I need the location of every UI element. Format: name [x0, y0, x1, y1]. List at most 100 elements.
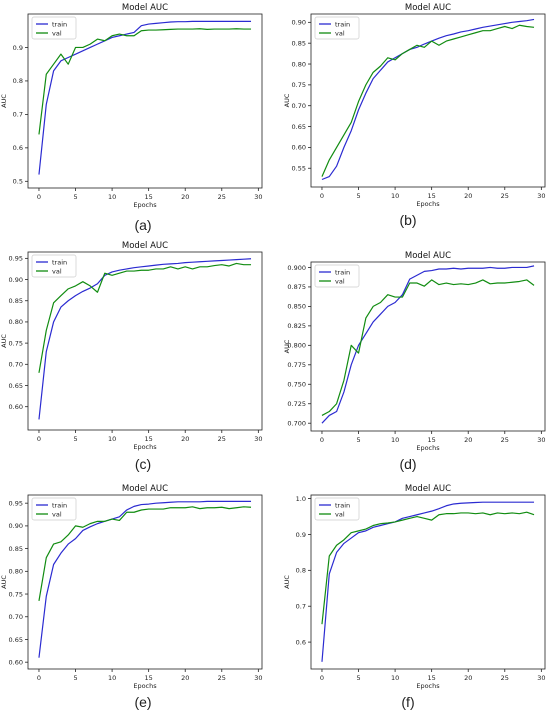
legend-label-val-d: val — [335, 277, 345, 285]
x-tick-label-f-5: 25 — [501, 674, 509, 682]
train-line-d — [321, 265, 535, 424]
x-tick-label-e-2: 10 — [108, 674, 116, 682]
x-tick-label-a-2: 10 — [108, 193, 116, 201]
y-tick-label-b-7: 0.90 — [292, 19, 306, 27]
x-tick-label-b-1: 5 — [356, 192, 360, 200]
y-tick-label-e-1: 0.65 — [9, 636, 23, 644]
x-tick-label-d-0: 0 — [320, 436, 324, 444]
y-tick-label-f-1: 0.7 — [296, 603, 306, 611]
x-tick-label-d-3: 15 — [428, 436, 436, 444]
x-axis-label-c: Epochs — [133, 443, 157, 451]
y-tick-label-b-1: 0.60 — [292, 144, 306, 152]
x-tick-label-c-3: 15 — [145, 435, 153, 443]
val-line-c — [38, 262, 252, 373]
y-tick-label-c-6: 0.90 — [9, 276, 23, 284]
x-tick-label-a-4: 20 — [181, 193, 189, 201]
x-tick-label-e-6: 30 — [254, 674, 262, 682]
caption-c: (c) — [134, 456, 152, 472]
y-axis-label-a: AUC — [0, 94, 8, 108]
y-axis-label-e: AUC — [0, 575, 8, 589]
x-tick-label-e-5: 25 — [218, 674, 226, 682]
x-tick-label-a-1: 5 — [73, 193, 77, 201]
y-tick-label-f-3: 0.9 — [296, 531, 306, 539]
chart-title-f: Model AUC — [405, 484, 451, 494]
x-axis-label-e: Epochs — [133, 682, 157, 690]
y-tick-label-d-2: 0.750 — [287, 381, 306, 389]
y-tick-label-e-4: 0.80 — [9, 568, 23, 576]
x-tick-label-c-4: 20 — [181, 435, 189, 443]
x-axis-label-a: Epochs — [133, 201, 157, 209]
legend-label-val-f: val — [335, 510, 345, 518]
x-tick-label-f-6: 30 — [537, 674, 545, 682]
x-tick-label-d-6: 30 — [537, 436, 545, 444]
x-tick-label-e-4: 20 — [181, 674, 189, 682]
x-tick-label-a-3: 15 — [145, 193, 153, 201]
y-tick-label-d-4: 0.800 — [287, 342, 306, 350]
train-line-f — [321, 501, 535, 662]
legend-label-train-e: train — [52, 501, 67, 509]
caption-f: (f) — [401, 694, 415, 710]
y-tick-label-e-7: 0.95 — [9, 499, 23, 507]
y-tick-label-d-0: 0.700 — [287, 420, 306, 428]
x-tick-label-f-2: 10 — [391, 674, 399, 682]
y-tick-label-a-3: 0.8 — [13, 77, 23, 85]
x-axis-label-d: Epochs — [416, 444, 440, 452]
y-axis-label-c: AUC — [0, 334, 8, 348]
y-axis-label-f: AUC — [283, 575, 291, 589]
val-line-b — [321, 24, 535, 177]
y-tick-label-c-5: 0.85 — [9, 297, 23, 305]
x-tick-label-a-6: 30 — [254, 193, 262, 201]
legend-label-train-d: train — [335, 268, 350, 276]
y-tick-label-f-0: 0.6 — [296, 638, 306, 646]
x-tick-label-a-0: 0 — [37, 193, 41, 201]
plot-frame-d — [310, 261, 546, 432]
x-tick-label-b-2: 10 — [391, 192, 399, 200]
x-tick-label-c-2: 10 — [108, 435, 116, 443]
plot-frame-a — [27, 13, 263, 189]
y-tick-label-e-3: 0.75 — [9, 590, 23, 598]
y-tick-label-b-2: 0.65 — [292, 123, 306, 131]
legend-label-val-b: val — [335, 29, 345, 37]
y-tick-label-f-4: 1.0 — [296, 495, 306, 503]
y-tick-label-a-1: 0.6 — [13, 144, 23, 152]
y-tick-label-c-4: 0.80 — [9, 318, 23, 326]
legend-label-train-f: train — [335, 501, 350, 509]
chart-title-a: Model AUC — [122, 3, 168, 13]
y-tick-label-d-8: 0.900 — [287, 264, 306, 272]
x-tick-label-d-1: 5 — [356, 436, 360, 444]
legend-label-val-a: val — [52, 29, 62, 37]
plot-frame-b — [310, 13, 546, 188]
legend-label-val-c: val — [52, 267, 62, 275]
chart-title-c: Model AUC — [122, 241, 168, 251]
y-tick-label-a-4: 0.9 — [13, 44, 23, 52]
caption-b: (b) — [399, 212, 417, 228]
x-tick-label-f-1: 5 — [356, 674, 360, 682]
x-tick-label-c-5: 25 — [218, 435, 226, 443]
x-tick-label-b-5: 25 — [501, 192, 509, 200]
x-tick-label-d-4: 20 — [464, 436, 472, 444]
y-tick-label-b-3: 0.70 — [292, 102, 306, 110]
y-axis-label-b: AUC — [283, 93, 291, 107]
chart-title-b: Model AUC — [405, 3, 451, 13]
y-axis-label-d: AUC — [283, 339, 291, 353]
y-tick-label-e-5: 0.85 — [9, 545, 23, 553]
plot-frame-e — [27, 494, 263, 670]
train-line-a — [38, 20, 252, 175]
y-tick-label-d-3: 0.775 — [287, 361, 306, 369]
y-tick-label-b-6: 0.85 — [292, 39, 306, 47]
legend-label-train-b: train — [335, 20, 350, 28]
y-tick-label-b-4: 0.75 — [292, 81, 306, 89]
y-tick-label-e-6: 0.90 — [9, 522, 23, 530]
caption-a: (a) — [134, 217, 152, 233]
x-tick-label-c-6: 30 — [254, 435, 262, 443]
y-tick-label-b-5: 0.80 — [292, 60, 306, 68]
y-tick-label-c-7: 0.95 — [9, 255, 23, 263]
y-tick-label-d-5: 0.825 — [287, 322, 306, 330]
y-tick-label-d-7: 0.875 — [287, 283, 306, 291]
x-tick-label-b-0: 0 — [320, 192, 324, 200]
caption-d: (d) — [399, 456, 417, 472]
x-tick-label-f-0: 0 — [320, 674, 324, 682]
x-tick-label-b-4: 20 — [464, 192, 472, 200]
